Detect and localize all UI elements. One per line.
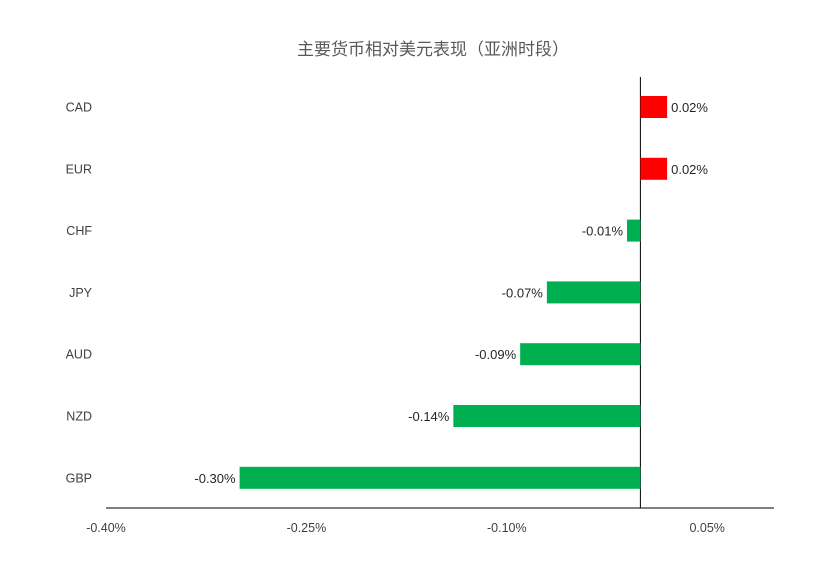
bar [640, 96, 668, 118]
category-label: EUR [66, 162, 92, 176]
bar [520, 343, 641, 366]
data-label: -0.30% [194, 471, 236, 486]
x-tick-label: -0.25% [287, 521, 327, 535]
category-label: JPY [69, 286, 93, 300]
data-label: -0.14% [408, 409, 450, 424]
x-tick-label: 0.05% [689, 521, 724, 535]
data-label: -0.09% [475, 347, 517, 362]
category-label: AUD [66, 348, 92, 362]
category-label: CHF [66, 224, 92, 238]
bar [627, 219, 641, 242]
data-label: 0.02% [671, 100, 708, 115]
chart-title: 主要货币相对美元表现（亚洲时段） [297, 40, 569, 60]
bar [640, 157, 668, 180]
x-tick-label: -0.10% [487, 521, 527, 535]
bar [546, 281, 641, 304]
bar [239, 466, 641, 489]
x-tick-label: -0.40% [86, 521, 126, 535]
category-label: NZD [66, 410, 92, 424]
data-label: -0.07% [502, 285, 544, 300]
bar [453, 405, 641, 427]
data-label: -0.01% [582, 224, 624, 239]
category-label: GBP [66, 471, 92, 485]
data-label: 0.02% [671, 162, 708, 177]
category-label: CAD [66, 101, 92, 115]
